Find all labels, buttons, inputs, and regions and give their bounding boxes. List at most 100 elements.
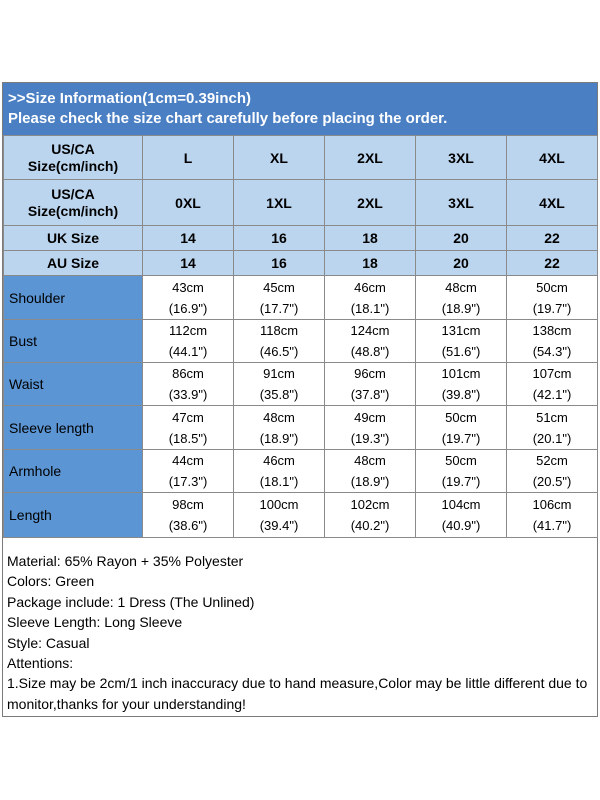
measure-inch: (18.5") [168, 430, 208, 446]
size-value-cell: 18 [324, 225, 416, 251]
size-value-cell: XL [233, 135, 325, 180]
size-row-label: UK Size [3, 225, 143, 251]
header-title: >>Size Information(1cm=0.39inch) [8, 90, 251, 107]
measure-value-cell: 45cm (17.7") [233, 275, 325, 320]
measure-cm: 52cm [536, 453, 568, 468]
measure-inch: (19.3") [350, 430, 390, 446]
measure-cm: 104cm [441, 497, 481, 512]
size-value-cell: 14 [142, 225, 234, 251]
measure-value-cell: 46cm (18.1") [233, 449, 325, 493]
measure-cm: 106cm [532, 497, 572, 512]
measure-value-cell: 86cm (33.9") [142, 362, 234, 406]
measure-value-cell: 100cm (39.4") [233, 492, 325, 538]
measure-inch: (33.9") [168, 387, 208, 402]
measure-cm: 86cm [172, 366, 204, 381]
measure-cm: 48cm [263, 409, 295, 425]
measure-value-cell: 44cm (17.3") [142, 449, 234, 493]
measure-label: Sleeve length [3, 405, 143, 450]
size-label-line1: UK Size [46, 229, 100, 246]
size-row-label: US/CA Size(cm/inch) [3, 179, 143, 226]
size-row: AU Size 14 16 18 20 22 [3, 250, 598, 276]
measure-cm: 46cm [354, 279, 386, 295]
measure-value-cell: 52cm (20.5") [506, 449, 598, 493]
note-line: Colors: Green [7, 573, 95, 590]
product-notes: Material: 65% Rayon + 35% Polyester Color… [3, 546, 597, 714]
measure-label: Shoulder [3, 275, 143, 320]
measure-inch: (46.5") [259, 344, 299, 359]
measure-inch: (18.1") [259, 474, 299, 489]
size-value-cell: 0XL [142, 179, 234, 226]
measure-inch: (35.8") [259, 387, 299, 402]
measure-cm: 46cm [263, 453, 295, 468]
size-value-cell: 16 [233, 225, 325, 251]
measure-value-cell: 96cm (37.8") [324, 362, 416, 406]
measure-cm: 131cm [441, 323, 481, 338]
size-label-line2: Size(cm/inch) [27, 157, 119, 174]
measure-cm: 47cm [172, 409, 204, 425]
measure-cm: 45cm [263, 279, 295, 295]
measure-cm: 43cm [172, 279, 204, 295]
measure-inch: (16.9") [168, 300, 208, 316]
measure-value-cell: 48cm (18.9") [233, 405, 325, 450]
measure-cm: 96cm [354, 366, 386, 381]
note-line: Package include: 1 Dress (The Unlined) [7, 593, 255, 610]
size-value-cell: 4XL [506, 179, 598, 226]
measure-value-cell: 112cm (44.1") [142, 319, 234, 363]
measure-inch: (54.3") [532, 344, 572, 359]
measure-value-cell: 49cm (19.3") [324, 405, 416, 450]
measure-inch: (48.8") [350, 344, 390, 359]
measure-cm: 124cm [350, 323, 390, 338]
measure-value-cell: 43cm (16.9") [142, 275, 234, 320]
size-value-cell: 4XL [506, 135, 598, 180]
measure-value-cell: 124cm (48.8") [324, 319, 416, 363]
measure-inch: (41.7") [532, 518, 572, 533]
size-row: US/CA Size(cm/inch) 0XL 1XL 2XL 3XL 4XL [3, 179, 598, 226]
measure-cm: 51cm [536, 409, 568, 425]
measure-row: Sleeve length 47cm (18.5") 48cm (18.9") 49cm (… [3, 405, 598, 450]
size-row: UK Size 14 16 18 20 22 [3, 225, 598, 251]
size-value-cell: 22 [506, 225, 598, 251]
measure-inch: (18.9") [259, 430, 299, 446]
measure-value-cell: 102cm (40.2") [324, 492, 416, 538]
measure-inch: (18.1") [350, 300, 390, 316]
size-label-line1: AU Size [46, 254, 100, 271]
measure-inch: (20.1") [532, 430, 572, 446]
measure-inch: (18.9") [350, 474, 390, 489]
measure-inch: (38.6") [168, 518, 208, 533]
measure-value-cell: 46cm (18.1") [324, 275, 416, 320]
measure-inch: (18.9") [441, 300, 481, 316]
measure-row: Shoulder 43cm (16.9") 45cm (17.7") 46cm (18.1"… [3, 275, 598, 320]
measure-row: Armhole 44cm (17.3") 46cm (18.1") 48cm (18.9")… [3, 449, 598, 493]
measure-value-cell: 91cm (35.8") [233, 362, 325, 406]
size-value-cell: 1XL [233, 179, 325, 226]
size-info-header: >>Size Information(1cm=0.39inch) Please … [3, 83, 597, 135]
measure-inch: (19.7") [532, 300, 572, 316]
measure-row: Length 98cm (38.6") 100cm (39.4") 102cm (40.2"… [3, 492, 598, 538]
size-value-cell: 18 [324, 250, 416, 276]
size-table: US/CA Size(cm/inch) L XL 2XL 3XL 4XL US/CA Size(… [3, 135, 598, 538]
measure-cm: 44cm [172, 453, 204, 468]
measure-inch: (19.7") [441, 474, 481, 489]
note-line: 1.Size may be 2cm/1 inch inaccuracy due … [7, 675, 588, 712]
note-line: Material: 65% Rayon + 35% Polyester [7, 553, 244, 569]
size-value-cell: 20 [415, 225, 507, 251]
size-row-label: AU Size [3, 250, 143, 276]
measure-cm: 48cm [354, 453, 386, 468]
measure-label: Length [3, 492, 143, 538]
size-value-cell: L [142, 135, 234, 180]
measure-value-cell: 101cm (39.8") [415, 362, 507, 406]
measure-value-cell: 50cm (19.7") [506, 275, 598, 320]
measure-value-cell: 50cm (19.7") [415, 449, 507, 493]
measure-inch: (37.8") [350, 387, 390, 402]
measure-value-cell: 98cm (38.6") [142, 492, 234, 538]
size-value-cell: 14 [142, 250, 234, 276]
measure-value-cell: 138cm (54.3") [506, 319, 598, 363]
measure-cm: 118cm [259, 323, 299, 338]
measure-inch: (20.5") [532, 474, 572, 489]
note-line: Style: Casual [7, 634, 90, 651]
measure-inch: (39.4") [259, 518, 299, 533]
measure-cm: 138cm [532, 323, 572, 338]
measure-value-cell: 50cm (19.7") [415, 405, 507, 450]
measure-label: Bust [3, 319, 143, 363]
size-value-cell: 3XL [415, 135, 507, 180]
